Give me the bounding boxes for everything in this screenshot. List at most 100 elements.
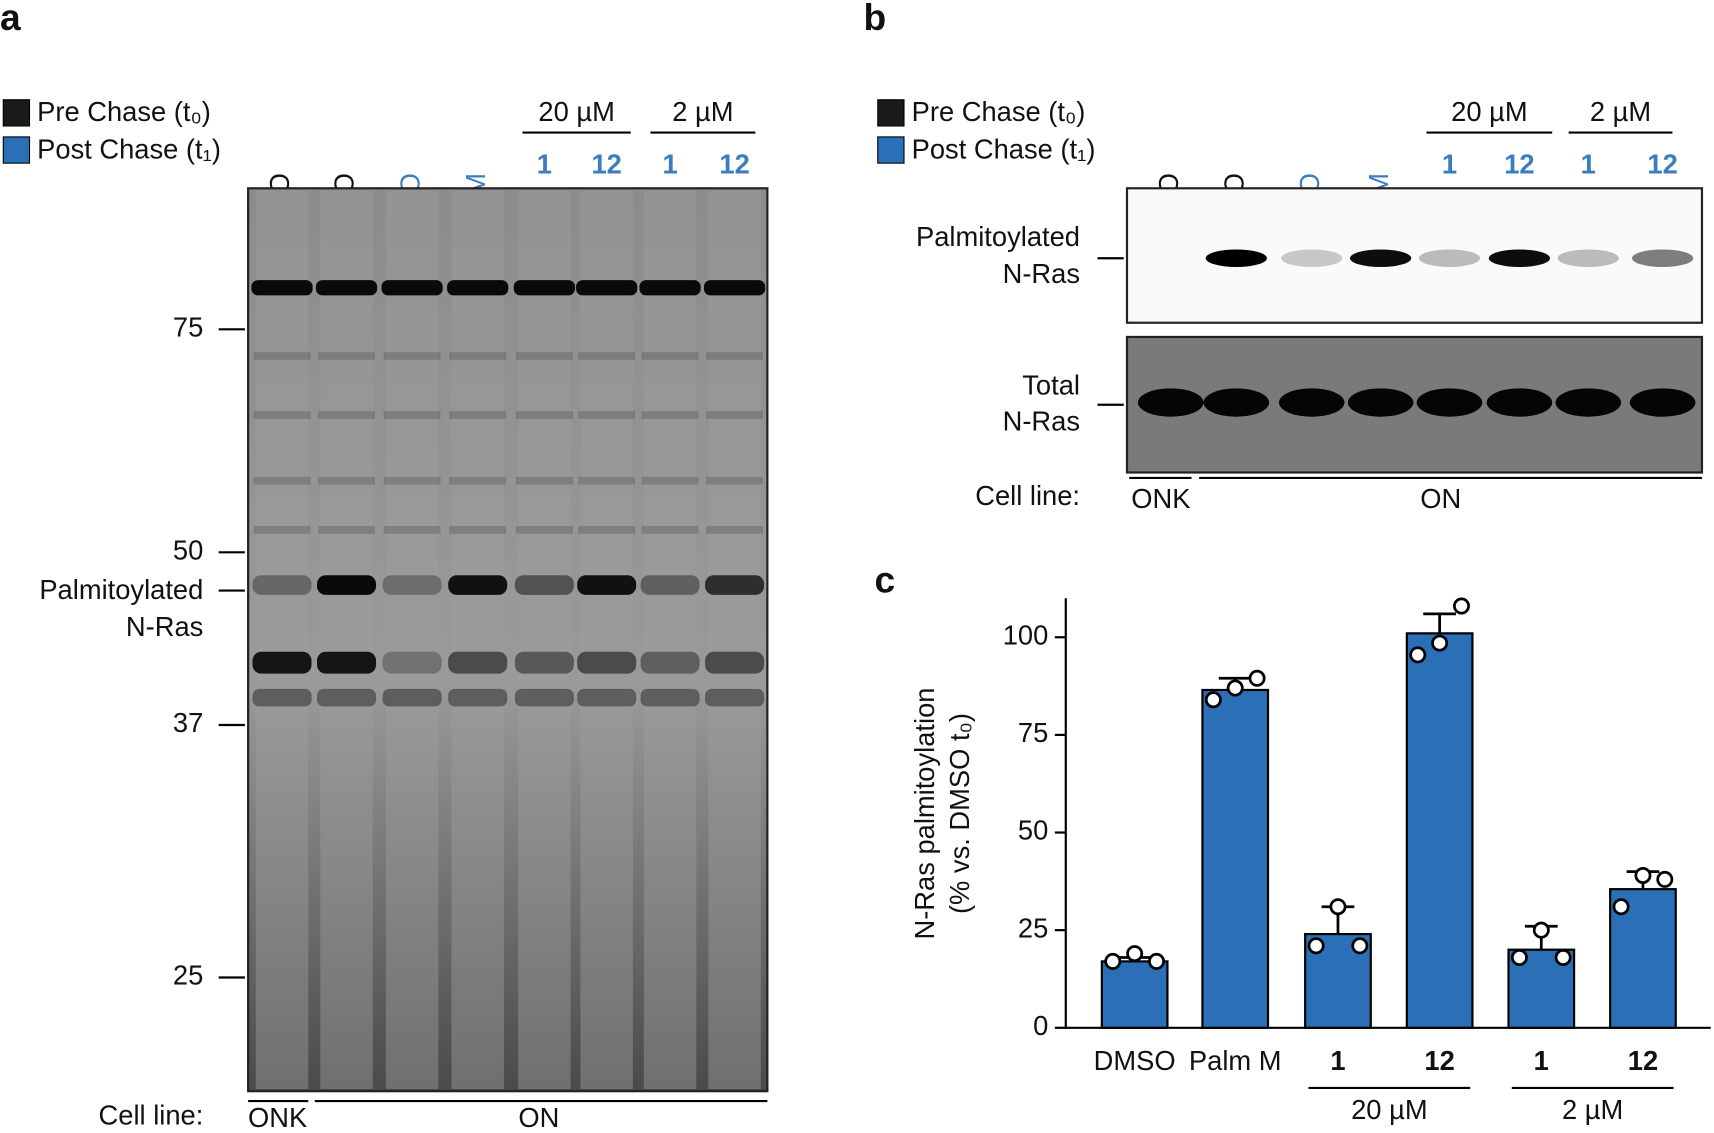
gel-band <box>641 411 699 419</box>
mw-label: 37 <box>173 707 203 738</box>
data-point <box>1126 945 1144 963</box>
data-point <box>1248 669 1266 687</box>
gel-band <box>382 575 442 595</box>
lane-label: 12 <box>719 149 749 180</box>
data-point <box>1634 867 1652 884</box>
cell-line: ON <box>1420 483 1461 514</box>
gel-band <box>514 651 574 674</box>
lane-group-label: 20 µM <box>1451 96 1527 127</box>
lane-label: 12 <box>1647 149 1677 180</box>
gel-band <box>318 411 375 419</box>
gel-band <box>252 651 312 674</box>
gel-band <box>640 651 700 674</box>
legend-swatch <box>2 99 31 127</box>
blot-band <box>1137 388 1204 417</box>
legend-label: Pre Chase (t₀) <box>37 96 211 127</box>
panel-label: b <box>864 0 887 38</box>
gel-lane <box>580 190 633 1090</box>
gel-lane <box>320 190 373 1090</box>
gel-band <box>381 280 443 296</box>
gel-band <box>318 526 375 534</box>
gel-lane <box>643 190 697 1090</box>
blot-band <box>1416 388 1483 417</box>
bar <box>1100 960 1169 1029</box>
gel-band <box>449 526 507 534</box>
gel-band <box>383 476 441 485</box>
gel-band <box>578 476 636 485</box>
data-point <box>1431 634 1449 652</box>
gel-band <box>513 280 575 296</box>
x-tick-label: 12 <box>1424 1045 1454 1076</box>
blot-label: N-Ras <box>1003 406 1080 437</box>
cell-line-label: Cell line: <box>975 480 1080 511</box>
gel-band <box>315 280 378 296</box>
gel-band <box>447 280 509 296</box>
blot-band <box>1347 388 1414 417</box>
gel-band <box>703 280 766 296</box>
lane-label: 12 <box>1504 149 1534 180</box>
gel-band <box>705 575 765 595</box>
lane-group-label: 2 µM <box>672 96 733 127</box>
blot-band <box>1205 249 1267 267</box>
panel-label: c <box>874 559 895 601</box>
lane-label: 1 <box>1581 149 1596 180</box>
gel-band <box>706 526 763 534</box>
blot-band <box>1557 249 1619 267</box>
gel-band <box>514 688 574 707</box>
gel-lane <box>451 190 504 1090</box>
gel-band <box>578 526 636 534</box>
gel-band <box>578 352 636 360</box>
gel-band <box>317 651 377 674</box>
lane-group-label: 20 µM <box>538 96 614 127</box>
gel-band <box>577 575 637 595</box>
gel-band <box>706 411 763 419</box>
legend-label: Post Chase (t₁) <box>37 133 221 164</box>
data-point <box>1409 646 1427 664</box>
data-point <box>1204 691 1222 709</box>
legend-label: Pre Chase (t₀) <box>912 96 1086 127</box>
cell-line: ONK <box>248 1102 307 1133</box>
data-point <box>1532 921 1550 939</box>
y-tick-label: 0 <box>1033 1010 1048 1041</box>
gel-band <box>383 352 441 360</box>
mw-label: 25 <box>173 960 203 991</box>
mw-label: 75 <box>173 312 203 343</box>
y-axis-label: N-Ras palmitoylation <box>909 688 940 940</box>
y-tick-label: 25 <box>1018 912 1048 943</box>
gel-band <box>382 651 442 674</box>
y-axis-label: (% vs. DMSO t₀) <box>944 713 975 914</box>
gel-band <box>515 352 573 360</box>
error-bar <box>1423 612 1457 634</box>
blot-band <box>1281 249 1343 267</box>
gel-band <box>705 651 765 674</box>
band-label: Palmitoylated <box>39 574 203 605</box>
gel-band <box>514 575 574 595</box>
gel-lane <box>385 190 439 1090</box>
data-point <box>1226 679 1244 697</box>
gel-band <box>641 526 699 534</box>
gel-band <box>449 411 507 419</box>
group-label: 2 µM <box>1562 1094 1623 1125</box>
y-tick-label: 75 <box>1018 717 1048 748</box>
gel-band <box>639 280 701 296</box>
group-label: 20 µM <box>1351 1094 1427 1125</box>
gel-band <box>640 575 700 595</box>
blot-label: N-Ras <box>1003 258 1080 289</box>
panel-label: a <box>0 0 21 38</box>
gel-band <box>576 280 638 296</box>
cell-line: ONK <box>1131 483 1190 514</box>
bar <box>1201 688 1270 1029</box>
gel-band <box>640 688 700 707</box>
gel-band <box>577 688 637 707</box>
gel-band <box>253 526 311 534</box>
data-point <box>1351 937 1369 955</box>
lane-label: 1 <box>537 149 552 180</box>
gel-band <box>515 476 573 485</box>
gel-band <box>706 476 763 485</box>
x-tick-label: DMSO <box>1094 1045 1176 1076</box>
gel-lane <box>518 190 571 1090</box>
mw-label: 50 <box>173 535 203 566</box>
y-tick-label: 50 <box>1018 815 1048 846</box>
blot-band <box>1488 249 1551 267</box>
